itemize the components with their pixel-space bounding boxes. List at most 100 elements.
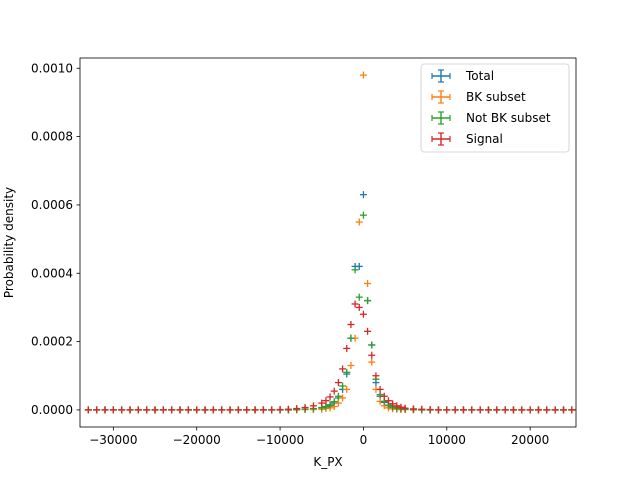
data-point bbox=[426, 406, 434, 414]
data-point bbox=[330, 387, 338, 395]
data-point bbox=[551, 406, 559, 414]
data-point bbox=[364, 327, 372, 335]
data-point bbox=[343, 368, 351, 376]
x-tick-label: −10000 bbox=[256, 433, 304, 447]
data-point bbox=[351, 266, 359, 274]
data-point bbox=[134, 406, 142, 414]
data-point bbox=[347, 334, 355, 342]
data-point bbox=[509, 406, 517, 414]
data-point bbox=[459, 406, 467, 414]
data-point bbox=[543, 406, 551, 414]
y-axis: 0.0000 0.0002 0.0004 0.0006 0.0008 0.0010 bbox=[31, 61, 80, 417]
data-point bbox=[376, 385, 384, 393]
data-point bbox=[209, 406, 217, 414]
data-point bbox=[409, 405, 417, 413]
legend-item: Total bbox=[431, 69, 494, 83]
data-point bbox=[559, 406, 567, 414]
data-point bbox=[326, 401, 334, 409]
data-point bbox=[339, 394, 347, 402]
data-point bbox=[334, 399, 342, 407]
data-point bbox=[118, 406, 126, 414]
data-point bbox=[201, 406, 209, 414]
data-point bbox=[368, 358, 376, 366]
y-tick-label: 0.0006 bbox=[31, 198, 73, 212]
y-tick-label: 0.0008 bbox=[31, 130, 73, 144]
legend-item: BK subset bbox=[431, 90, 526, 104]
data-point bbox=[493, 406, 501, 414]
data-point bbox=[126, 406, 134, 414]
data-point bbox=[443, 406, 451, 414]
data-point bbox=[243, 406, 251, 414]
data-point bbox=[368, 341, 376, 349]
data-point bbox=[93, 406, 101, 414]
data-point bbox=[322, 397, 330, 405]
data-point bbox=[380, 392, 388, 400]
data-point bbox=[355, 293, 363, 301]
legend-label: Not BK subset bbox=[466, 111, 551, 125]
data-point bbox=[330, 398, 338, 406]
data-point bbox=[347, 321, 355, 328]
x-tick-label: 0 bbox=[360, 433, 368, 447]
plot-marks bbox=[84, 71, 576, 414]
data-point bbox=[364, 297, 372, 305]
data-point bbox=[451, 406, 459, 414]
data-point bbox=[355, 218, 363, 226]
x-tick-label: 20000 bbox=[511, 433, 549, 447]
data-point bbox=[293, 405, 301, 413]
legend-label: Total bbox=[465, 69, 494, 83]
x-tick-label: 10000 bbox=[428, 433, 466, 447]
data-point bbox=[259, 406, 267, 414]
data-point bbox=[343, 385, 351, 393]
y-tick-label: 0.0004 bbox=[31, 266, 73, 280]
data-point bbox=[109, 406, 117, 414]
legend-label: BK subset bbox=[466, 90, 526, 104]
legend-box bbox=[420, 63, 570, 153]
data-point bbox=[334, 392, 342, 400]
x-tick-label: −30000 bbox=[89, 433, 137, 447]
data-point bbox=[355, 303, 363, 311]
data-point bbox=[359, 71, 367, 79]
data-point bbox=[364, 280, 372, 287]
data-point bbox=[339, 365, 347, 373]
data-point bbox=[226, 406, 234, 414]
x-axis: −30000 −20000 −10000 0 10000 20000 bbox=[89, 427, 549, 447]
data-point bbox=[389, 400, 397, 408]
data-point bbox=[393, 402, 401, 410]
data-point bbox=[418, 405, 426, 413]
data-point bbox=[176, 406, 184, 414]
y-axis-label: Probability density bbox=[2, 187, 16, 298]
data-point bbox=[193, 406, 201, 414]
data-point bbox=[309, 402, 317, 410]
data-point bbox=[334, 379, 342, 387]
y-tick-label: 0.0000 bbox=[31, 403, 73, 417]
data-point bbox=[351, 300, 359, 308]
y-tick-label: 0.0010 bbox=[31, 61, 73, 75]
data-point bbox=[468, 406, 476, 414]
data-point bbox=[318, 399, 326, 407]
x-axis-label: K_PX bbox=[313, 455, 342, 469]
data-point bbox=[359, 310, 367, 318]
data-point bbox=[484, 406, 492, 414]
plot-frame bbox=[79, 57, 577, 428]
data-point bbox=[372, 372, 380, 380]
data-point bbox=[284, 405, 292, 413]
data-point bbox=[84, 406, 92, 414]
legend-label: Signal bbox=[466, 132, 503, 146]
data-point bbox=[168, 406, 176, 414]
data-point bbox=[276, 406, 284, 414]
data-point bbox=[355, 262, 363, 270]
legend-item: Not BK subset bbox=[431, 111, 551, 125]
data-point bbox=[359, 191, 367, 199]
data-point bbox=[151, 406, 159, 414]
data-point bbox=[326, 393, 334, 401]
data-point bbox=[401, 404, 409, 412]
data-point bbox=[518, 406, 526, 414]
data-point bbox=[159, 406, 167, 414]
data-point bbox=[251, 406, 259, 414]
data-point bbox=[234, 406, 242, 414]
data-point bbox=[476, 406, 484, 414]
data-point bbox=[534, 406, 542, 414]
data-point bbox=[184, 406, 192, 414]
data-point bbox=[434, 406, 442, 414]
